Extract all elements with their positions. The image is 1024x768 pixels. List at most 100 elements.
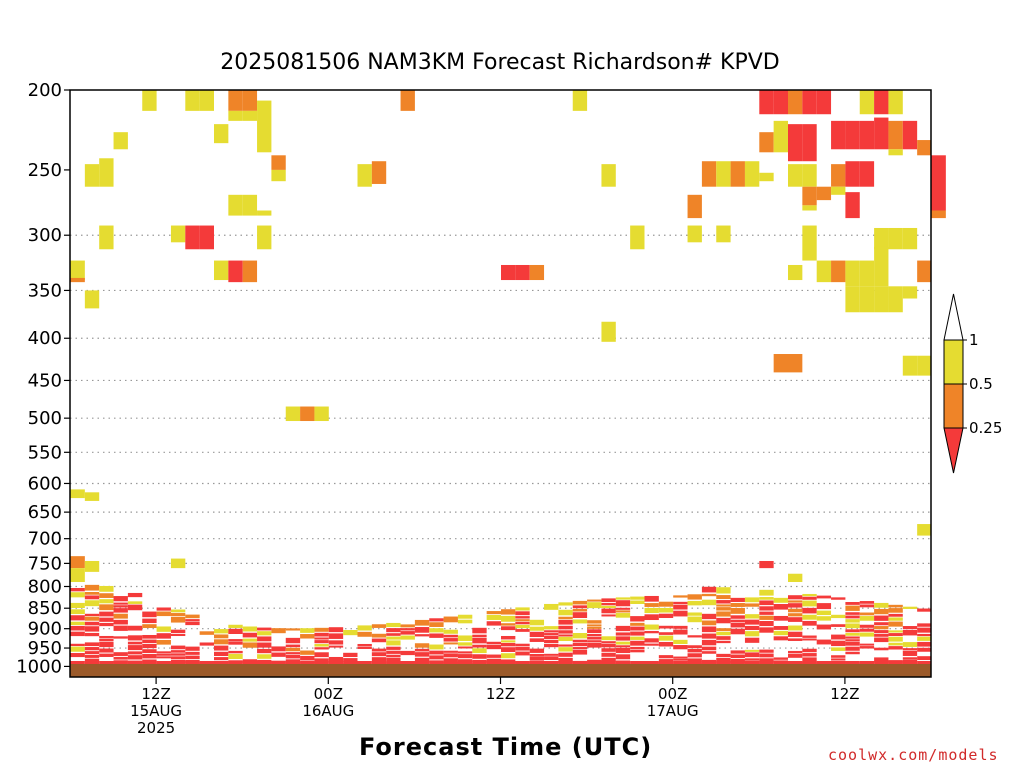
band-segment [515, 621, 530, 625]
band-segment [400, 624, 415, 628]
band-segment [457, 651, 473, 654]
band-segment [142, 649, 157, 654]
band-segment [214, 634, 229, 639]
site-credit[interactable]: coolwx.com/models [828, 746, 999, 764]
data-cell [84, 164, 100, 187]
band-segment [84, 632, 100, 637]
band-segment [759, 611, 774, 615]
data-cell [228, 110, 243, 121]
band-segment [572, 605, 588, 609]
band-segment [170, 653, 186, 656]
band-segment [759, 597, 774, 600]
band-segment [917, 623, 932, 627]
band-segment [357, 646, 372, 649]
band-segment [630, 640, 645, 646]
band-segment [615, 597, 631, 600]
band-segment [257, 648, 272, 654]
band-segment [371, 624, 387, 628]
band-segment [558, 652, 573, 657]
data-cell [300, 406, 315, 422]
band-segment [687, 616, 702, 623]
band-segment [831, 624, 846, 627]
band-segment [687, 635, 702, 638]
band-segment [658, 655, 674, 659]
y-tick-label: 900 [28, 619, 62, 640]
band-segment [644, 643, 659, 646]
band-segment [874, 647, 889, 651]
band-segment [644, 603, 659, 607]
data-cell [831, 164, 846, 187]
band-segment [874, 657, 889, 663]
band-segment [314, 647, 329, 650]
x-axis-label: Forecast Time (UTC) [359, 733, 653, 761]
band-segment [113, 656, 128, 660]
band-segment [773, 636, 788, 641]
band-segment [70, 646, 85, 652]
data-cell [716, 161, 731, 187]
band-segment [127, 604, 143, 611]
band-segment [701, 646, 717, 651]
band-segment [802, 635, 817, 638]
band-segment [113, 625, 128, 631]
band-segment [874, 633, 889, 637]
band-segment [888, 646, 903, 650]
band-segment [615, 647, 631, 654]
band-segment [601, 657, 616, 663]
band-segment [788, 638, 803, 641]
data-cell [185, 225, 200, 250]
band-segment [486, 621, 501, 626]
band-segment [601, 605, 616, 609]
band-segment [615, 613, 631, 618]
band-segment [716, 617, 731, 624]
band-segment [285, 647, 301, 652]
band-segment [673, 629, 688, 635]
data-cell [917, 260, 932, 283]
band-segment [228, 639, 243, 642]
band-segment [142, 624, 157, 629]
band-segment [443, 658, 458, 662]
data-cell [816, 260, 832, 283]
band-segment [759, 606, 774, 611]
y-tick-label: 650 [28, 502, 62, 523]
data-cell [70, 489, 85, 499]
band-segment [84, 613, 100, 617]
band-segment [644, 624, 659, 630]
band-segment [127, 592, 143, 598]
band-segment [472, 637, 487, 644]
data-cell [788, 124, 803, 162]
data-cell [773, 90, 788, 115]
data-cell [888, 286, 903, 313]
band-segment [285, 652, 301, 655]
data-cell [902, 355, 918, 376]
data-cell [931, 155, 946, 211]
data-cell [845, 192, 860, 219]
band-segment [472, 627, 487, 634]
band-segment [429, 622, 444, 627]
band-segment [587, 633, 602, 637]
band-segment [788, 608, 803, 613]
band-segment [874, 630, 889, 634]
band-segment [300, 650, 315, 655]
band-segment [845, 651, 860, 655]
band-segment [744, 631, 760, 637]
band-segment [701, 620, 717, 626]
band-segment [845, 636, 860, 639]
data-cell [228, 194, 243, 216]
band-segment [371, 648, 387, 652]
band-segment [558, 625, 573, 630]
band-segment [386, 633, 401, 636]
band-segment [544, 603, 559, 610]
band-segment [300, 628, 315, 633]
band-segment [630, 626, 645, 631]
data-cell [84, 290, 100, 309]
band-segment [658, 659, 674, 662]
band-segment [156, 656, 171, 659]
legend-label: 1 [969, 331, 979, 349]
legend-label: 0.25 [969, 419, 1002, 437]
band-segment [84, 592, 100, 595]
band-segment [874, 626, 889, 630]
band-segment [84, 600, 100, 607]
band-segment [816, 603, 832, 610]
band-segment [831, 597, 846, 600]
band-segment [601, 602, 616, 606]
